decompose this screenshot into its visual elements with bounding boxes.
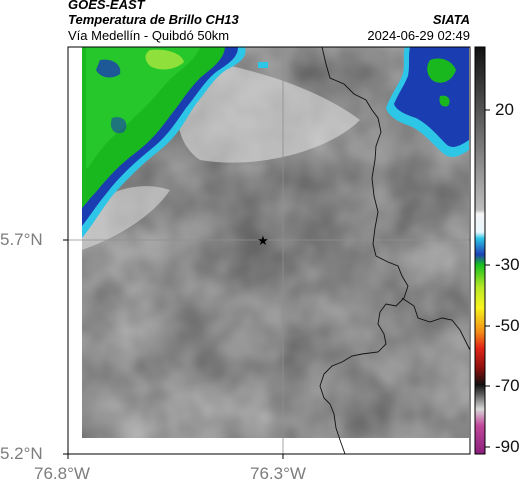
colorbar-tick-20: 20 bbox=[495, 100, 514, 119]
department-boundary bbox=[319, 47, 409, 454]
department-boundary-branch bbox=[401, 297, 470, 351]
colorbar-tick-minus50: -50 bbox=[495, 316, 520, 335]
area-title: Vía Medellín - Quibdó 50km bbox=[68, 28, 230, 43]
temperature-colorbar bbox=[474, 46, 486, 455]
organization-label: SIATA bbox=[432, 12, 470, 27]
longitude-label-east: 76.3°W bbox=[250, 464, 306, 483]
map-frame bbox=[67, 46, 471, 455]
colorbar-tick-minus70: -70 bbox=[495, 376, 520, 395]
latitude-label-upper: 5.7°N bbox=[0, 230, 43, 249]
brightness-temperature-image: ★ bbox=[68, 47, 470, 454]
longitude-label-west: 76.8°W bbox=[34, 464, 90, 483]
product-title: Temperatura de Brillo CH13 bbox=[68, 12, 239, 27]
colorbar-tick-minus30: -30 bbox=[495, 255, 520, 274]
star-icon: ★ bbox=[257, 233, 269, 248]
satellite-title: GOES-EAST bbox=[68, 0, 145, 12]
latitude-label-lower: 5.2°N bbox=[0, 444, 43, 463]
colorbar-tick-minus90: -90 bbox=[495, 437, 520, 456]
timestamp-label: 2024-06-29 02:49 bbox=[367, 28, 470, 43]
